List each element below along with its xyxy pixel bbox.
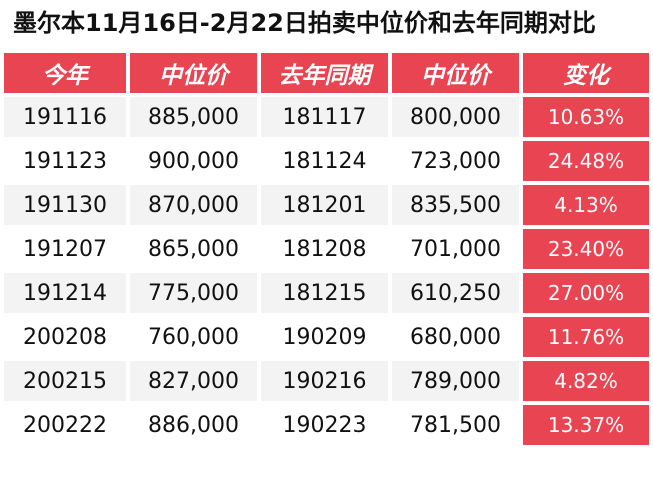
cell-last-median: 723,000	[392, 141, 519, 181]
cell-this-year: 191116	[4, 97, 126, 137]
cell-last-median: 701,000	[392, 229, 519, 269]
cell-change: 4.13%	[523, 185, 649, 225]
cell-change: 24.48%	[523, 141, 649, 181]
cell-median: 865,000	[130, 229, 257, 269]
table-row: 191130 870,000 181201 835,500 4.13%	[4, 185, 649, 225]
header-this-year: 今年	[4, 53, 126, 93]
header-last-year: 去年同期	[261, 53, 388, 93]
table-row: 191207 865,000 181208 701,000 23.40%	[4, 229, 649, 269]
cell-median: 886,000	[130, 405, 257, 445]
cell-last-year: 181215	[261, 273, 388, 313]
cell-last-year: 181124	[261, 141, 388, 181]
header-change: 变化	[523, 53, 649, 93]
cell-last-median: 835,500	[392, 185, 519, 225]
cell-median: 900,000	[130, 141, 257, 181]
cell-last-year: 190209	[261, 317, 388, 357]
cell-last-year: 181201	[261, 185, 388, 225]
cell-last-median: 610,250	[392, 273, 519, 313]
cell-this-year: 200222	[4, 405, 126, 445]
comparison-table: 今年 中位价 去年同期 中位价 变化 191116 885,000 181117…	[0, 49, 653, 449]
cell-change: 23.40%	[523, 229, 649, 269]
cell-this-year: 191130	[4, 185, 126, 225]
cell-median: 827,000	[130, 361, 257, 401]
cell-median: 775,000	[130, 273, 257, 313]
cell-this-year: 191123	[4, 141, 126, 181]
table-header-row: 今年 中位价 去年同期 中位价 变化	[4, 53, 649, 93]
cell-last-median: 800,000	[392, 97, 519, 137]
cell-change: 4.82%	[523, 361, 649, 401]
cell-this-year: 191214	[4, 273, 126, 313]
cell-last-year: 190223	[261, 405, 388, 445]
table-row: 191214 775,000 181215 610,250 27.00%	[4, 273, 649, 313]
cell-this-year: 200208	[4, 317, 126, 357]
table-row: 200208 760,000 190209 680,000 11.76%	[4, 317, 649, 357]
cell-last-median: 789,000	[392, 361, 519, 401]
cell-median: 885,000	[130, 97, 257, 137]
cell-last-year: 181117	[261, 97, 388, 137]
table-row: 200215 827,000 190216 789,000 4.82%	[4, 361, 649, 401]
header-median: 中位价	[130, 53, 257, 93]
table-row: 191116 885,000 181117 800,000 10.63%	[4, 97, 649, 137]
cell-last-year: 181208	[261, 229, 388, 269]
table-row: 191123 900,000 181124 723,000 24.48%	[4, 141, 649, 181]
page-title: 墨尔本11月16日-2月22日拍卖中位价和去年同期对比	[13, 9, 596, 37]
cell-last-median: 781,500	[392, 405, 519, 445]
cell-this-year: 200215	[4, 361, 126, 401]
cell-change: 27.00%	[523, 273, 649, 313]
cell-last-year: 190216	[261, 361, 388, 401]
cell-change: 11.76%	[523, 317, 649, 357]
cell-median: 760,000	[130, 317, 257, 357]
cell-this-year: 191207	[4, 229, 126, 269]
cell-median: 870,000	[130, 185, 257, 225]
table-row: 200222 886,000 190223 781,500 13.37%	[4, 405, 649, 445]
cell-last-median: 680,000	[392, 317, 519, 357]
header-last-median: 中位价	[392, 53, 519, 93]
cell-change: 10.63%	[523, 97, 649, 137]
cell-change: 13.37%	[523, 405, 649, 445]
